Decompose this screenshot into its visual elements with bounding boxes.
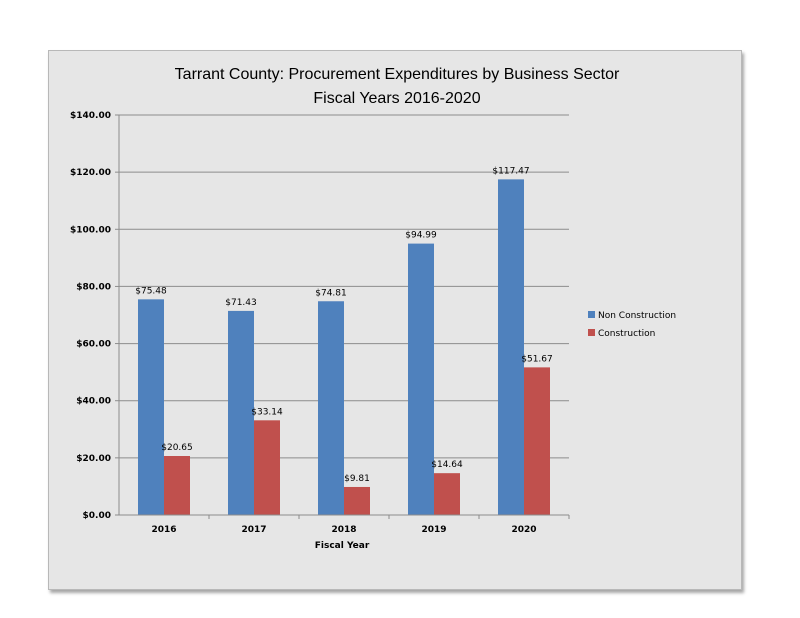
bar-non-construction (138, 299, 164, 515)
data-label: $94.99 (405, 231, 437, 241)
data-label: $9.81 (344, 474, 370, 484)
legend: Non Construction Construction (588, 311, 676, 339)
bar-construction (254, 420, 280, 515)
bar-non-construction (318, 301, 344, 515)
y-tick-label: $100.00 (70, 225, 111, 235)
data-label: $33.14 (251, 407, 283, 417)
legend-label: Construction (598, 329, 655, 339)
x-axis-label: Fiscal Year (315, 541, 370, 551)
axis-layer: $0.00 $20.00 $40.00 $60.00 $80.00 $100.00 $120… (70, 111, 570, 535)
legend-swatch (588, 311, 595, 318)
bars-layer: $75.48 $20.65 $71.43 $33.14 $74.81 $9.81 $94.9… (135, 166, 553, 515)
y-tick-label: $20.00 (76, 454, 111, 464)
bar-construction (524, 367, 550, 515)
x-tick-label: 2019 (421, 525, 446, 535)
data-label: $75.48 (135, 286, 167, 296)
data-label: $74.81 (315, 288, 347, 298)
bar-non-construction (228, 310, 254, 515)
bar-construction (344, 486, 370, 515)
legend-swatch (588, 329, 595, 336)
bar-construction (164, 456, 190, 515)
y-tick-label: $60.00 (76, 340, 111, 350)
data-label: $71.43 (225, 298, 257, 308)
legend-label: Non Construction (598, 311, 676, 321)
bar-construction (434, 473, 460, 515)
data-label: $51.67 (521, 354, 553, 364)
x-tick-label: 2016 (151, 525, 176, 535)
chart-subtitle: Fiscal Years 2016-2020 (313, 90, 480, 107)
bar-non-construction (498, 179, 524, 515)
x-tick-label: 2018 (331, 525, 356, 535)
data-label: $20.65 (161, 443, 193, 453)
chart-title: Tarrant County: Procurement Expenditures… (175, 66, 620, 83)
y-tick-label: $0.00 (83, 511, 111, 521)
x-tick-label: 2017 (241, 525, 266, 535)
bar-non-construction (408, 243, 434, 515)
x-tick-label: 2020 (511, 525, 536, 535)
y-tick-label: $80.00 (76, 282, 111, 292)
y-tick-label: $120.00 (70, 168, 111, 178)
data-label: $117.47 (492, 166, 529, 176)
y-tick-label: $140.00 (70, 111, 111, 121)
data-label: $14.64 (431, 460, 463, 470)
y-tick-label: $40.00 (76, 397, 111, 407)
